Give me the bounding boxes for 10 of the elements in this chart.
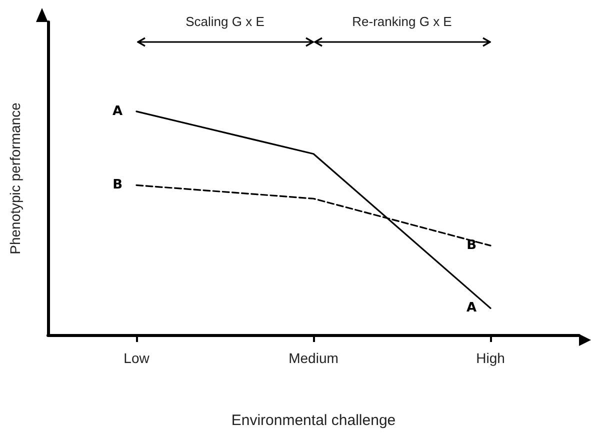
text: Re-ranking G x E	[352, 14, 452, 29]
text: Scaling G x E	[186, 14, 264, 29]
text: A	[112, 104, 122, 119]
x-tick-label: High	[476, 350, 505, 366]
x-tick-label: Medium	[288, 350, 338, 366]
x-axis-title: Environmental challenge	[231, 412, 396, 429]
text: B	[112, 178, 122, 193]
y-axis-title: Phenotypic performance	[7, 102, 23, 254]
x-tick-label: Low	[124, 350, 150, 366]
series-label: A	[466, 300, 476, 316]
